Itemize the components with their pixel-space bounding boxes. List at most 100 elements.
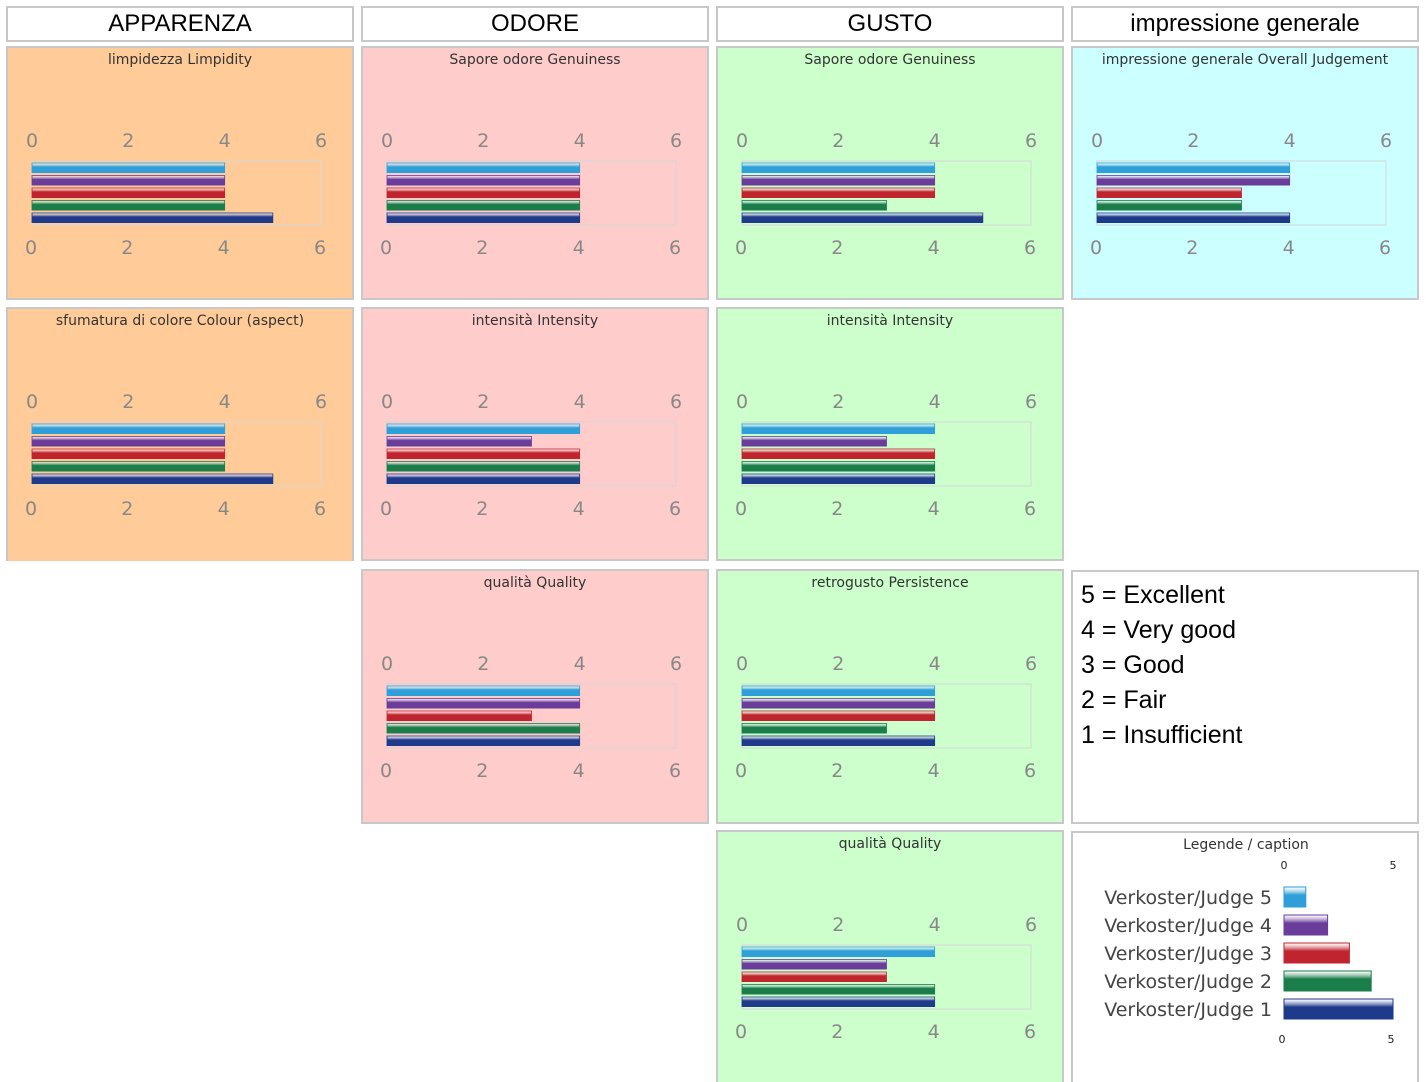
chart-panel-taste-persistence: retrogusto Persistence 0 0 2 2 4 4 6 6 bbox=[716, 569, 1064, 824]
score-scale-box: 5 = Excellent 4 = Very good 3 = Good 2 =… bbox=[1071, 570, 1419, 824]
x-tick-top: 4 bbox=[219, 130, 231, 152]
chart-title: qualità Quality bbox=[484, 575, 587, 591]
bar bbox=[741, 723, 887, 734]
legend-swatch-bar bbox=[1283, 942, 1350, 964]
x-tick-top: 4 bbox=[929, 914, 941, 936]
legend-label: Verkoster/Judge 1 bbox=[1104, 999, 1272, 1021]
x-tick-bottom: 2 bbox=[831, 760, 843, 782]
x-tick-top: 0 bbox=[1091, 130, 1103, 152]
bar-chart: sfumatura di colore Colour (aspect) 0 0 2 2 4… bbox=[25, 313, 327, 520]
x-tick-top: 6 bbox=[1025, 391, 1037, 413]
bar bbox=[386, 423, 581, 435]
bar bbox=[741, 473, 936, 485]
bar-chart: intensità Intensity 0 0 2 2 4 4 6 6 bbox=[380, 313, 682, 520]
x-tick-top: 0 bbox=[736, 653, 748, 675]
x-tick-bottom: 6 bbox=[1024, 237, 1036, 259]
chart-title: retrogusto Persistence bbox=[811, 575, 968, 591]
x-tick-bottom: 4 bbox=[218, 498, 230, 520]
bar bbox=[741, 710, 936, 722]
bar bbox=[386, 461, 581, 472]
legend-label: Verkoster/Judge 3 bbox=[1104, 943, 1272, 965]
chart-title: limpidezza Limpidity bbox=[108, 52, 252, 68]
x-tick-top: 4 bbox=[929, 130, 941, 152]
bar bbox=[1096, 175, 1291, 186]
x-tick-top: 4 bbox=[219, 391, 231, 413]
bar bbox=[31, 461, 226, 472]
bar bbox=[386, 685, 581, 697]
chart-title: sfumatura di colore Colour (aspect) bbox=[56, 313, 304, 329]
x-tick-top: 0 bbox=[26, 130, 38, 152]
bar bbox=[741, 984, 936, 995]
bar bbox=[386, 200, 581, 211]
bar bbox=[1096, 187, 1242, 199]
bar bbox=[386, 187, 581, 199]
scale-line: 1 = Insufficient bbox=[1081, 721, 1243, 749]
bar-chart: intensità Intensity 0 0 2 2 4 4 6 6 bbox=[735, 313, 1037, 520]
bar bbox=[31, 175, 226, 186]
x-tick-top: 2 bbox=[1187, 130, 1199, 152]
x-tick-top: 2 bbox=[832, 914, 844, 936]
chart-panel-taste-quality: qualità Quality 0 0 2 2 4 4 6 6 bbox=[716, 830, 1064, 1082]
legend-tick-bottom: 5 bbox=[1388, 1033, 1395, 1046]
scale-line: 2 = Fair bbox=[1081, 686, 1167, 714]
x-tick-bottom: 0 bbox=[25, 237, 37, 259]
chart-panel-taste-genuiness: Sapore odore Genuiness 0 0 2 2 4 4 6 6 bbox=[716, 46, 1064, 300]
x-tick-bottom: 4 bbox=[573, 237, 585, 259]
column-header-smell: ODORE bbox=[361, 6, 709, 42]
legend-tick-bottom: 0 bbox=[1279, 1033, 1286, 1046]
x-tick-top: 4 bbox=[574, 391, 586, 413]
bar bbox=[741, 162, 936, 174]
chart-title: intensità Intensity bbox=[827, 313, 953, 329]
legend-chart: Legende / caption 0 0 5 5 Verkoster/Judge 5 Ve… bbox=[1104, 837, 1397, 1046]
bar bbox=[1096, 200, 1242, 211]
x-tick-bottom: 2 bbox=[476, 498, 488, 520]
bar-chart: impressione generale Overall Judgement 0 0… bbox=[1090, 52, 1392, 259]
x-tick-bottom: 0 bbox=[735, 237, 747, 259]
chart-title: Sapore odore Genuiness bbox=[804, 52, 975, 68]
bar bbox=[741, 685, 936, 697]
x-tick-top: 4 bbox=[1284, 130, 1296, 152]
bar bbox=[386, 473, 581, 485]
bar bbox=[741, 971, 887, 983]
bar bbox=[386, 735, 581, 747]
legend-label: Verkoster/Judge 5 bbox=[1104, 887, 1272, 909]
bar-chart: qualità Quality 0 0 2 2 4 4 6 6 bbox=[380, 575, 682, 782]
x-tick-bottom: 2 bbox=[831, 498, 843, 520]
x-tick-bottom: 0 bbox=[735, 1021, 747, 1043]
x-tick-top: 6 bbox=[1025, 653, 1037, 675]
bar-chart: limpidezza Limpidity 0 0 2 2 4 4 6 6 bbox=[25, 52, 327, 259]
chart-panel-smell-intensity: intensità Intensity 0 0 2 2 4 4 6 6 bbox=[361, 307, 709, 561]
chart-title: qualità Quality bbox=[839, 836, 942, 852]
legend-title: Legende / caption bbox=[1183, 837, 1309, 853]
chart-title: intensità Intensity bbox=[472, 313, 598, 329]
x-tick-top: 0 bbox=[736, 391, 748, 413]
legend-swatch-bar bbox=[1283, 886, 1307, 908]
bar bbox=[741, 423, 936, 435]
x-tick-bottom: 4 bbox=[928, 498, 940, 520]
x-tick-bottom: 2 bbox=[831, 237, 843, 259]
bar bbox=[741, 175, 936, 186]
bar bbox=[741, 187, 936, 199]
bar-chart: retrogusto Persistence 0 0 2 2 4 4 6 6 bbox=[735, 575, 1037, 782]
x-tick-bottom: 6 bbox=[1024, 760, 1036, 782]
bar bbox=[1096, 212, 1291, 224]
chart-title: Sapore odore Genuiness bbox=[449, 52, 620, 68]
x-tick-bottom: 6 bbox=[1379, 237, 1391, 259]
x-tick-bottom: 6 bbox=[314, 237, 326, 259]
x-tick-bottom: 0 bbox=[380, 498, 392, 520]
bar bbox=[1096, 162, 1291, 174]
x-tick-top: 2 bbox=[832, 130, 844, 152]
x-tick-top: 6 bbox=[315, 391, 327, 413]
bar bbox=[741, 461, 936, 472]
bar bbox=[31, 436, 226, 447]
bar-chart: Sapore odore Genuiness 0 0 2 2 4 4 6 6 bbox=[380, 52, 682, 259]
x-tick-top: 2 bbox=[832, 653, 844, 675]
legend-tick-top: 5 bbox=[1390, 859, 1397, 872]
x-tick-bottom: 2 bbox=[1186, 237, 1198, 259]
x-tick-bottom: 4 bbox=[928, 760, 940, 782]
bar bbox=[386, 698, 581, 709]
chart-panel-taste-intensity: intensità Intensity 0 0 2 2 4 4 6 6 bbox=[716, 307, 1064, 561]
bar bbox=[386, 212, 581, 224]
x-tick-top: 2 bbox=[832, 391, 844, 413]
chart-panel-overall: impressione generale Overall Judgement 0 0… bbox=[1071, 46, 1419, 300]
